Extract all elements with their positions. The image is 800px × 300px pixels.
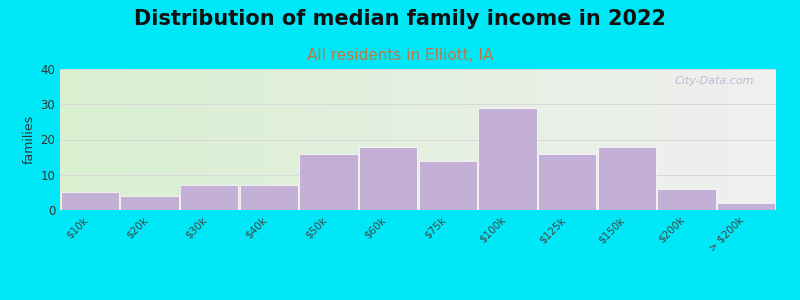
Bar [717,203,775,210]
Bar [359,147,418,210]
Bar [239,185,298,210]
Bar [180,185,238,210]
Bar [418,160,477,210]
Bar [598,147,656,210]
Y-axis label: families: families [23,115,36,164]
Bar [299,154,358,210]
Bar [538,154,597,210]
Text: All residents in Elliott, IA: All residents in Elliott, IA [307,48,493,63]
Text: City-Data.com: City-Data.com [675,76,754,86]
Text: Distribution of median family income in 2022: Distribution of median family income in … [134,9,666,29]
Bar [658,189,716,210]
Bar [61,192,119,210]
Bar [478,108,537,210]
Bar [120,196,178,210]
